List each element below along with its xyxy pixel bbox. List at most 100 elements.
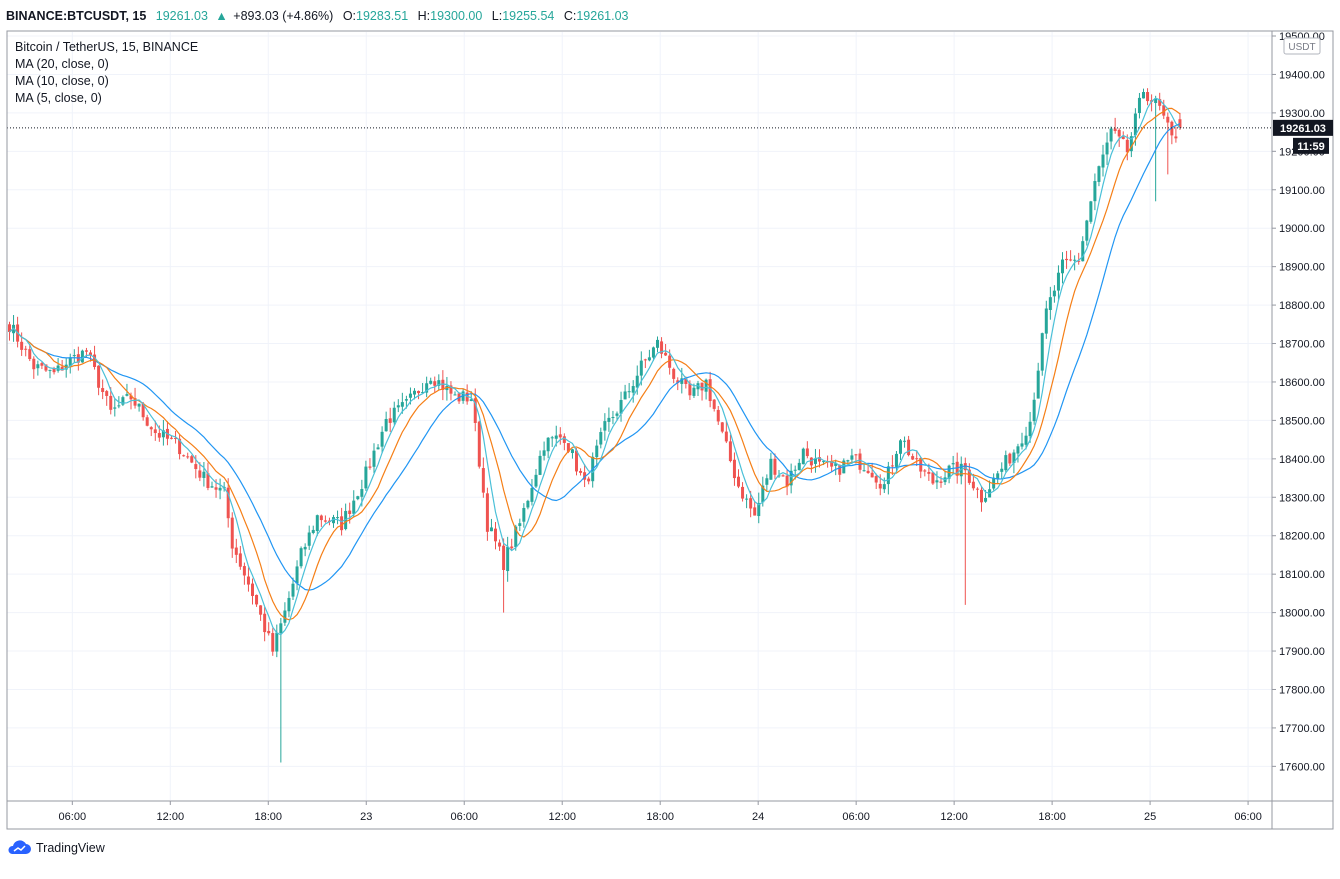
candle-body [720,422,724,432]
ma10-line [9,107,1181,621]
candle-body [890,465,894,467]
candle-body [518,523,522,526]
legend-ma5[interactable]: MA (5, close, 0) [15,91,102,105]
candle-body [959,463,963,477]
change-arrow-icon: ▲ [215,9,228,23]
candle-body [830,461,834,467]
currency-badge[interactable]: USDT [1283,37,1321,55]
candle-body [89,352,92,355]
time-tick-label: 12:00 [157,811,185,823]
candle-body [1113,128,1117,131]
candle-body [854,454,858,456]
countdown-tag-label: 11:59 [1297,141,1325,153]
candle-body [279,623,283,634]
time-axis[interactable]: 06:00 12:00 18:00 23 06:00 12:00 18:00 24 06:00 1… [59,801,1262,823]
candle-body [834,463,838,466]
symbol-label[interactable]: BINANCE:BTCUSDT, 15 [6,9,147,23]
low-value: 19255.54 [502,9,555,23]
candle-body [1101,154,1105,168]
candle-body [1097,166,1101,182]
candle-body [291,583,295,597]
time-tick-label: 06:00 [450,811,478,823]
price-tick-label: 17700.00 [1279,723,1325,735]
time-tick-label: 24 [752,811,764,823]
candle-body [469,399,473,402]
candle-body [113,407,117,409]
legend-ma20[interactable]: MA (20, close, 0) [15,57,109,71]
countdown-tag-box [1293,137,1329,154]
candle-body [1162,105,1166,116]
candle-body [522,507,526,522]
candle-body [728,441,732,462]
candle-body [984,498,988,502]
candle-body [1044,308,1048,334]
candle-body [1093,181,1097,202]
candle-body [526,500,530,508]
candle-body [421,392,425,394]
legend-ma10[interactable]: MA (10, close, 0) [15,74,109,88]
candle-body [48,369,52,371]
candle-body [813,458,817,464]
candle-body [874,476,878,483]
candle-body [939,481,943,483]
candle-body [1154,98,1158,103]
candle-body [951,463,955,465]
candle-body [704,379,708,392]
candle-body [271,633,275,652]
high-label: H: [417,9,431,23]
tradingview-cloud-icon[interactable] [6,840,32,856]
candle-body [392,407,396,423]
candle-body [1085,220,1089,241]
candle-body [603,421,607,431]
candle-body [1142,92,1145,99]
price-tick-label: 17600.00 [1279,761,1325,773]
candle-body [137,403,141,407]
candle-body [651,347,655,358]
candle-body [28,349,32,360]
candle-body [174,437,178,439]
candle-body [1146,92,1150,102]
legend-title[interactable]: Bitcoin / TetherUS, 15, BINANCE [15,40,199,54]
candle-body [1117,129,1121,137]
candle-body [915,458,919,460]
candle-body [801,448,805,465]
candle-body [741,486,745,499]
currency-badge-label: USDT [1288,42,1315,53]
time-tick-label: 18:00 [1038,811,1066,823]
candle-body [182,455,186,457]
time-tick-label: 12:00 [548,811,576,823]
candle-body [311,529,315,533]
candle-body [1125,139,1129,153]
candle-body [716,409,720,422]
candle-body [595,445,599,458]
candle-body [570,449,574,454]
candle-body [44,364,48,371]
candle-body [777,475,781,477]
chart-legend: Bitcoin / TetherUS, 15, BINANCE MA (20, … [15,39,198,107]
candle-body [647,357,651,361]
price-tick-label: 19100.00 [1279,185,1325,197]
candle-body [1000,468,1004,472]
chart-plot-area[interactable] [7,32,1272,800]
last-price-tag: 19261.03 11:59 [1273,119,1333,154]
candle-body [1121,136,1125,140]
candle-body [627,391,631,393]
candle-body [214,487,218,490]
candle-body [1174,136,1178,139]
price-tick-label: 19000.00 [1279,223,1325,235]
price-axis[interactable]: 17600.00 17700.00 17800.00 17900.00 18000.00… [1272,31,1325,773]
candle-body [1040,333,1044,371]
candle-body [485,493,489,532]
candle-body [805,448,809,457]
candle-body [242,566,246,576]
price-tick-label: 18900.00 [1279,262,1325,274]
candle-body [700,382,704,391]
candle-body [656,339,659,348]
candle-body [336,517,340,519]
ma20-line [9,122,1181,591]
candle-body [441,379,445,390]
ma5-line [9,97,1181,636]
candle-body [907,439,911,456]
brand-name[interactable]: TradingView [36,841,105,855]
